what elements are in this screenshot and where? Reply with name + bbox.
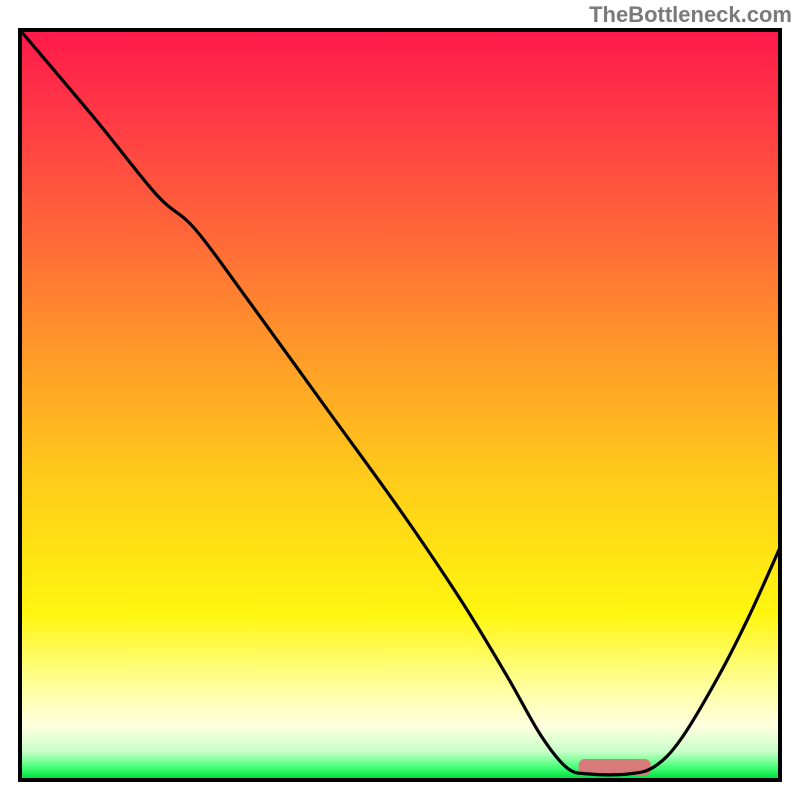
watermark-text: TheBottleneck.com xyxy=(589,2,792,28)
chart-frame: TheBottleneck.com xyxy=(0,0,800,800)
chart-svg xyxy=(0,0,800,800)
chart-background xyxy=(22,32,778,778)
